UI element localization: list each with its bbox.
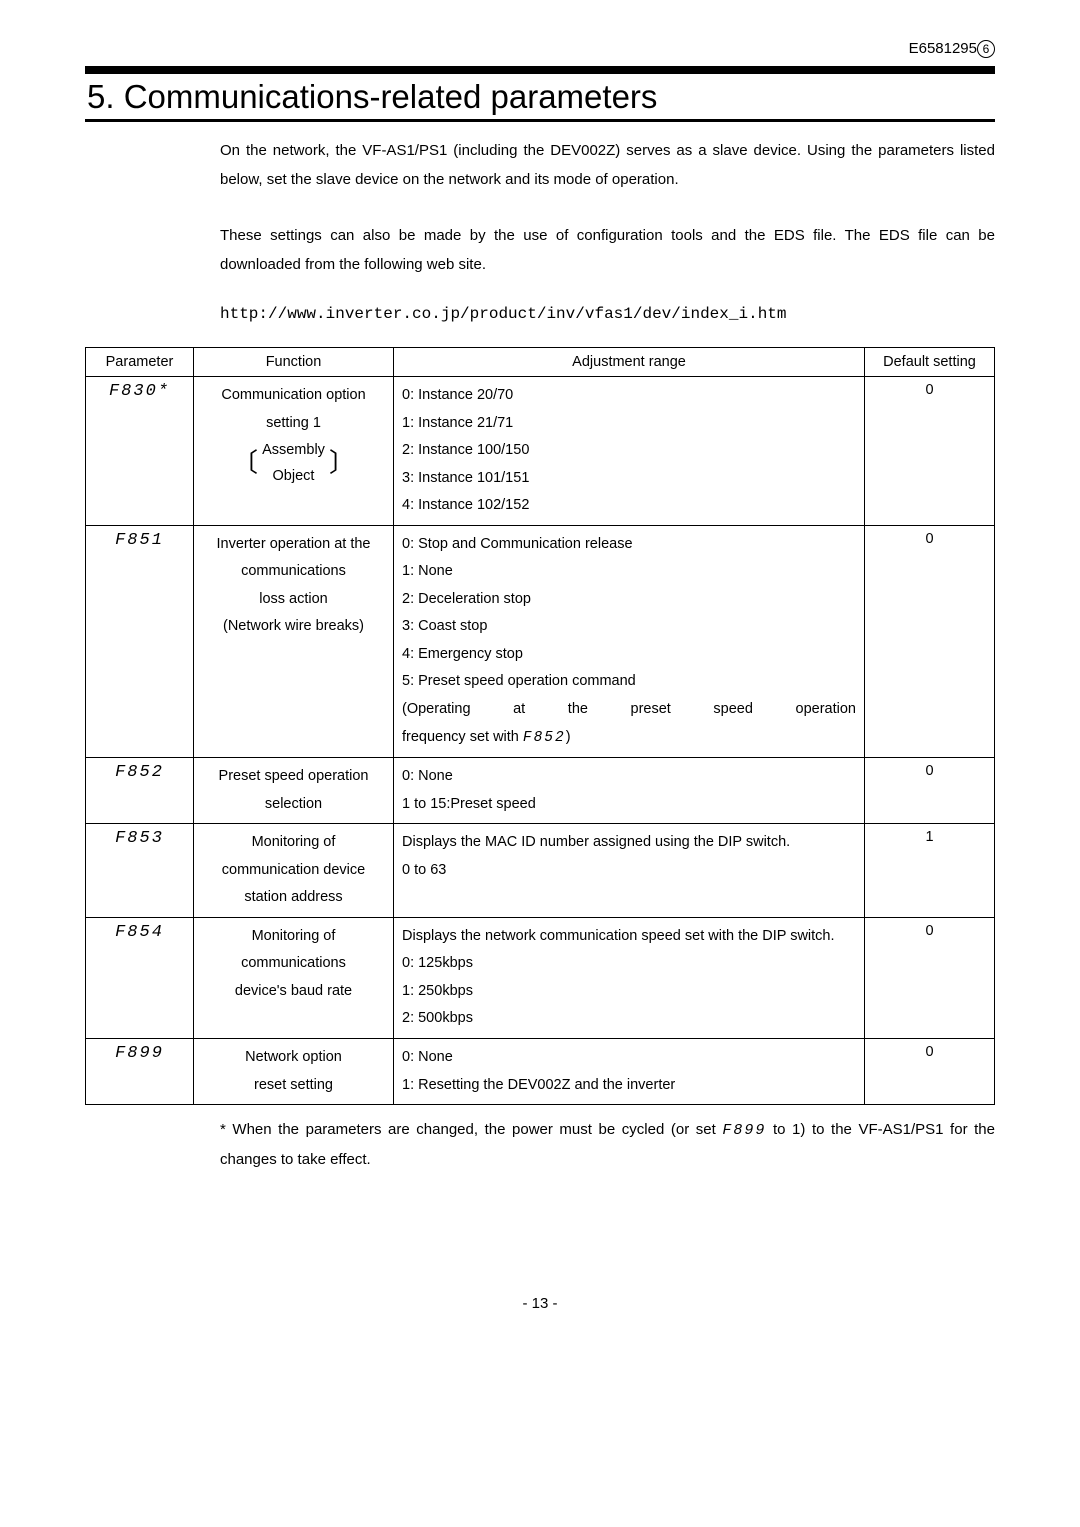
func-text: Assembly (262, 437, 325, 463)
footnote: * When the parameters are changed, the p… (220, 1115, 995, 1175)
adj-text: 0: None (402, 1044, 856, 1072)
doc-number-text: E6581295 (909, 40, 977, 57)
header-adjustment: Adjustment range (394, 348, 865, 377)
document-number: E65812956 (85, 40, 995, 58)
adj-cell: Displays the MAC ID number assigned usin… (394, 824, 865, 918)
adj-text: frequency set with F852) (402, 724, 856, 753)
default-cell: 0 (865, 917, 995, 1038)
default-cell: 0 (865, 525, 995, 757)
func-cell: Preset speed operation selection (194, 758, 394, 824)
adj-text: 4: Emergency stop (402, 641, 856, 669)
func-text: Object (262, 463, 325, 489)
param-cell: F853 (86, 824, 194, 918)
func-text: communication device (202, 857, 385, 885)
parameter-table: Parameter Function Adjustment range Defa… (85, 347, 995, 1105)
adj-text: 1: Instance 21/71 (402, 410, 856, 438)
param-cell: F899 (86, 1039, 194, 1105)
func-text: Communication option (202, 382, 385, 410)
func-text: Monitoring of (202, 829, 385, 857)
func-cell: Communication option setting 1 〔 Assembl… (194, 377, 394, 526)
header-default: Default setting (865, 348, 995, 377)
footnote-pre: * When the parameters are changed, the p… (220, 1121, 722, 1138)
func-text: station address (202, 884, 385, 912)
adj-text: 0: 125kbps (402, 950, 856, 978)
adj-text: 0: None (402, 763, 856, 791)
table-row: F899 Network option reset setting 0: Non… (86, 1039, 995, 1105)
adj-text: 2: 500kbps (402, 1005, 856, 1033)
adj-text: 1: 250kbps (402, 978, 856, 1006)
adj-cell: 0: None 1: Resetting the DEV002Z and the… (394, 1039, 865, 1105)
func-cell: Monitoring of communications device's ba… (194, 917, 394, 1038)
intro-paragraph-1: On the network, the VF-AS1/PS1 (includin… (220, 136, 995, 195)
func-text: Inverter operation at the (202, 531, 385, 559)
chapter-title: 5. Communications-related parameters (85, 78, 995, 116)
adj-cell: Displays the network communication speed… (394, 917, 865, 1038)
adj-text: 0: Stop and Communication release (402, 531, 856, 559)
func-cell: Network option reset setting (194, 1039, 394, 1105)
table-row: F851 Inverter operation at the communica… (86, 525, 995, 757)
adj-text: 4: Instance 102/152 (402, 492, 856, 520)
func-text: selection (202, 791, 385, 819)
adj-cell: 0: Instance 20/70 1: Instance 21/71 2: I… (394, 377, 865, 526)
page-number: - 13 - (85, 1295, 995, 1312)
adj-text: 3: Instance 101/151 (402, 465, 856, 493)
table-row: F853 Monitoring of communication device … (86, 824, 995, 918)
adj-text: 2: Instance 100/150 (402, 437, 856, 465)
adj-text: 0: Instance 20/70 (402, 382, 856, 410)
adj-seg: F852 (523, 730, 566, 746)
func-text: Monitoring of (202, 923, 385, 951)
param-cell: F852 (86, 758, 194, 824)
table-header-row: Parameter Function Adjustment range Defa… (86, 348, 995, 377)
adj-text: (Operating at the preset speed operation (402, 696, 856, 724)
header-parameter: Parameter (86, 348, 194, 377)
download-url: http://www.inverter.co.jp/product/inv/vf… (220, 305, 995, 323)
assembly-bracket: 〔 Assembly Object 〕 (202, 437, 385, 489)
func-text: (Network wire breaks) (202, 613, 385, 641)
func-cell: Monitoring of communication device stati… (194, 824, 394, 918)
func-cell: Inverter operation at the communications… (194, 525, 394, 757)
adj-text-pre: frequency set with (402, 729, 523, 745)
adj-cell: 0: Stop and Communication release 1: Non… (394, 525, 865, 757)
title-top-line (85, 66, 995, 74)
func-text: communications (202, 950, 385, 978)
func-text: device's baud rate (202, 978, 385, 1006)
default-cell: 1 (865, 824, 995, 918)
param-cell: F851 (86, 525, 194, 757)
adj-text: 1 to 15:Preset speed (402, 791, 856, 819)
adj-text: 1: None (402, 558, 856, 586)
footnote-seg: F899 (722, 1122, 766, 1139)
func-text: Network option (202, 1044, 385, 1072)
param-cell: F854 (86, 917, 194, 1038)
adj-text-post: ) (566, 729, 571, 745)
doc-number-circle: 6 (977, 40, 995, 58)
param-cell: F830* (86, 377, 194, 526)
title-bottom-line (85, 119, 995, 122)
default-cell: 0 (865, 377, 995, 526)
table-row: F830* Communication option setting 1 〔 A… (86, 377, 995, 526)
intro-paragraph-2: These settings can also be made by the u… (220, 221, 995, 280)
func-text: loss action (202, 586, 385, 614)
adj-text: 5: Preset speed operation command (402, 668, 856, 696)
adj-text: Displays the network communication speed… (402, 923, 856, 951)
header-function: Function (194, 348, 394, 377)
func-text: Preset speed operation (202, 763, 385, 791)
adj-cell: 0: None 1 to 15:Preset speed (394, 758, 865, 824)
adj-text: 1: Resetting the DEV002Z and the inverte… (402, 1072, 856, 1100)
adj-text: 3: Coast stop (402, 613, 856, 641)
adj-text: Displays the MAC ID number assigned usin… (402, 829, 856, 857)
table-row: F852 Preset speed operation selection 0:… (86, 758, 995, 824)
default-cell: 0 (865, 758, 995, 824)
func-text: reset setting (202, 1072, 385, 1100)
func-text: communications (202, 558, 385, 586)
func-text: setting 1 (202, 410, 385, 438)
default-cell: 0 (865, 1039, 995, 1105)
adj-text: 2: Deceleration stop (402, 586, 856, 614)
adj-text: 0 to 63 (402, 857, 856, 885)
table-row: F854 Monitoring of communications device… (86, 917, 995, 1038)
